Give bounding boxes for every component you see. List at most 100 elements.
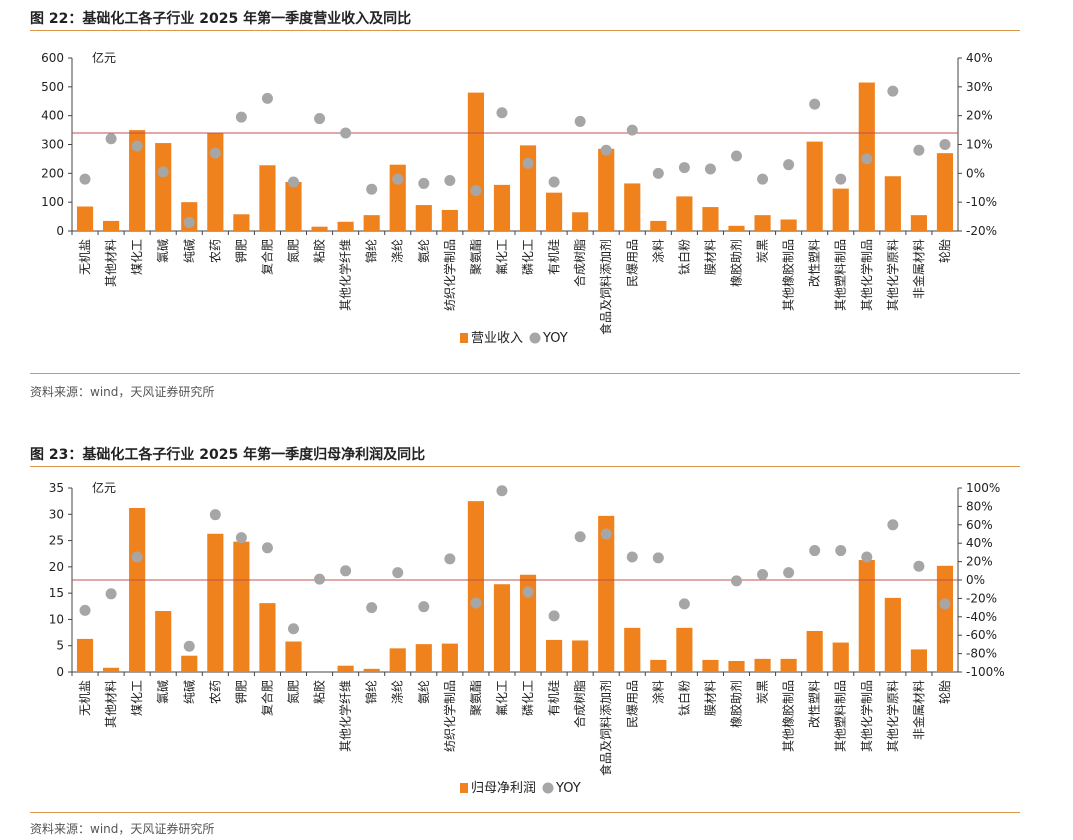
yoy-point-其他塑料制品 — [835, 545, 847, 557]
bar-其他塑料制品 — [832, 642, 849, 672]
bar-钾肥 — [233, 214, 250, 231]
x-axis-tick-label: 农药 — [208, 239, 222, 263]
right-axis-tick-label: 80% — [966, 499, 993, 513]
left-axis-tick-label: 200 — [41, 166, 64, 180]
x-axis-tick-label: 有机硅 — [547, 239, 561, 275]
legend-yoy-swatch — [542, 782, 554, 794]
left-axis-tick-label: 600 — [41, 51, 64, 65]
y-axis-unit-label: 亿元 — [92, 480, 116, 495]
bar-炭黑 — [754, 658, 771, 672]
right-axis-tick-label: 100% — [966, 481, 1000, 495]
yoy-point-食品及饲料添加剂 — [600, 528, 612, 540]
x-axis-tick-label: 复合肥 — [259, 239, 274, 275]
yoy-point-炭黑 — [757, 173, 769, 185]
bar-氨纶 — [415, 205, 432, 231]
yoy-point-氯碱 — [157, 166, 169, 178]
bar-复合肥 — [259, 165, 276, 231]
legend-bar-swatch — [460, 783, 468, 793]
x-axis-tick-label: 氨纶 — [417, 239, 431, 263]
x-axis-tick-label: 食品及饲料添加剂 — [598, 680, 613, 776]
left-axis-tick-label: 5 — [56, 639, 64, 653]
yoy-point-粘胶 — [314, 573, 326, 585]
yoy-point-涤纶 — [392, 567, 404, 579]
yoy-point-氨纶 — [418, 177, 430, 189]
x-axis-tick-label: 纯碱 — [182, 239, 196, 263]
x-axis-tick-label: 纺织化学制品 — [442, 680, 457, 752]
yoy-point-农药 — [209, 147, 221, 159]
yoy-point-复合肥 — [261, 542, 273, 554]
yoy-point-其他化学原料 — [887, 519, 899, 531]
yoy-point-氮肥 — [288, 623, 299, 635]
x-axis-tick-label: 无机盐 — [78, 239, 92, 275]
x-axis-tick-label: 非金属材料 — [911, 680, 926, 740]
x-axis-tick-label: 氨纶 — [417, 680, 431, 704]
left-axis-tick-label: 500 — [41, 80, 64, 94]
yoy-point-钛白粉 — [678, 598, 690, 610]
figure-22-bottom-rule — [30, 373, 1020, 374]
x-axis-tick-label: 锦纶 — [365, 680, 379, 704]
yoy-point-合成树脂 — [574, 531, 586, 543]
x-axis-tick-label: 轮胎 — [938, 680, 952, 704]
figure-22-title: 图 22：基础化工各子行业 2025 年第一季度营业收入及同比 — [30, 11, 412, 27]
figure-23-bottom-rule — [30, 812, 1020, 813]
x-axis-tick-label: 复合肥 — [259, 680, 274, 716]
yoy-point-非金属材料 — [913, 560, 925, 572]
legend-yoy-label: YOY — [542, 331, 568, 346]
left-axis-tick-label: 30 — [49, 507, 64, 521]
bar-有机硅 — [546, 192, 563, 231]
bar-非金属材料 — [910, 649, 927, 672]
right-axis-tick-label: 0% — [966, 166, 985, 180]
yoy-point-粘胶 — [314, 113, 326, 125]
bar-其他化学原料 — [884, 176, 901, 231]
right-axis-tick-label: 20% — [966, 109, 993, 123]
yoy-point-非金属材料 — [913, 144, 925, 156]
bar-氮肥 — [285, 641, 302, 672]
x-axis-tick-label: 氯碱 — [156, 680, 170, 704]
legend-yoy-label: YOY — [555, 781, 581, 796]
bar-膜材料 — [702, 207, 719, 231]
yoy-point-锦纶 — [366, 602, 378, 614]
bar-改性塑料 — [806, 630, 823, 672]
yoy-point-改性塑料 — [809, 545, 821, 557]
x-axis-tick-label: 磷化工 — [520, 680, 535, 716]
net-profit-chart: 0 5 10 15 20 25 30 35 -100% -80% -60% -40% -20% 0% 20%… — [49, 480, 1005, 796]
yoy-point-橡胶助剂 — [731, 150, 742, 162]
x-axis-tick-label: 食品及饲料添加剂 — [598, 239, 613, 335]
x-axis-tick-label: 氟化工 — [495, 680, 509, 716]
bar-聚氨酯 — [467, 92, 484, 231]
x-axis-tick-label: 锦纶 — [365, 239, 379, 263]
x-axis-tick-label: 橡胶助剂 — [729, 239, 744, 287]
bar-钛白粉 — [676, 196, 693, 231]
yoy-point-氨纶 — [418, 601, 430, 613]
yoy-point-农药 — [209, 509, 221, 521]
x-axis-tick-label: 改性塑料 — [807, 680, 822, 728]
yoy-point-氮肥 — [288, 176, 299, 188]
yoy-point-橡胶助剂 — [731, 575, 742, 587]
bar-涂料 — [650, 220, 667, 231]
bar-锦纶 — [363, 668, 380, 672]
yoy-point-有机硅 — [548, 176, 560, 188]
bar-轮胎 — [936, 565, 954, 672]
bar-钾肥 — [233, 541, 250, 672]
right-axis-tick-label: 40% — [966, 51, 993, 65]
left-axis-tick-label: 35 — [49, 481, 64, 495]
x-axis-tick-label: 轮胎 — [938, 239, 952, 263]
x-axis-tick-label: 涂料 — [650, 680, 665, 704]
bar-无机盐 — [76, 206, 94, 231]
left-axis-tick-label: 15 — [49, 586, 64, 600]
x-axis-tick-label: 聚氨酯 — [469, 680, 483, 716]
yoy-point-氟化工 — [496, 485, 508, 497]
yoy-point-合成树脂 — [574, 115, 586, 127]
bar-改性塑料 — [806, 141, 823, 231]
x-axis-tick-label: 钛白粉 — [676, 239, 691, 275]
x-axis-tick-label: 有机硅 — [547, 680, 561, 716]
legend-bar-label: 归母净利润 — [471, 781, 536, 796]
yoy-point-民爆用品 — [626, 124, 638, 136]
bar-合成树脂 — [572, 212, 589, 231]
right-axis-tick-label: -60% — [966, 628, 997, 642]
bar-食品及饲料添加剂 — [598, 515, 615, 672]
x-axis-tick-label: 煤化工 — [130, 239, 144, 275]
bar-民爆用品 — [624, 627, 641, 672]
x-axis-tick-label: 纺织化学制品 — [442, 239, 457, 311]
bar-其他化学纤维 — [337, 665, 354, 672]
